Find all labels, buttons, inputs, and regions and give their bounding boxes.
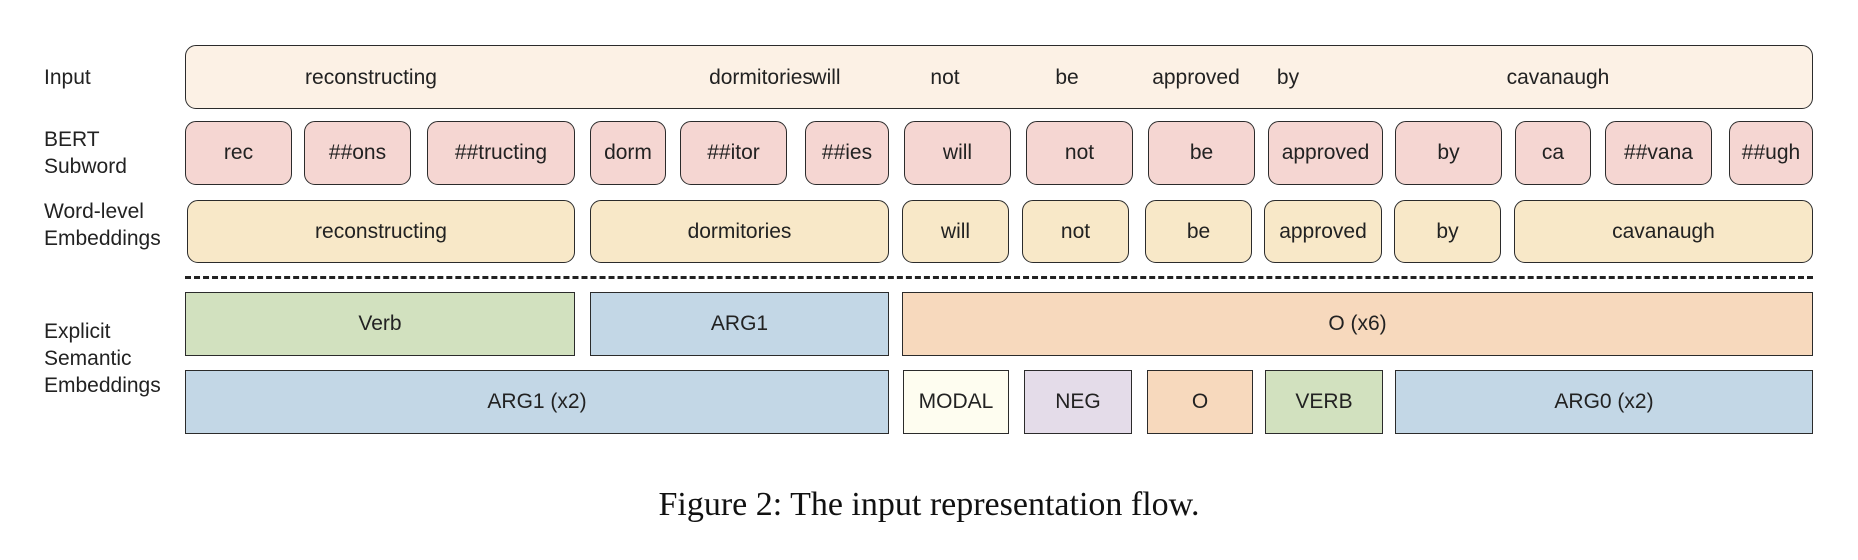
input-token: be <box>1055 66 1079 89</box>
input-token: by <box>1276 66 1300 89</box>
label-word-line2: Embeddings <box>44 227 161 250</box>
label-input: Input <box>44 66 91 89</box>
word-box: dormitories <box>590 200 889 263</box>
input-token: reconstructing <box>305 66 437 89</box>
word-box: by <box>1394 200 1501 263</box>
label-word-line1: Word-level <box>44 200 144 223</box>
input-token: will <box>811 66 841 89</box>
input-token: cavanaugh <box>1506 66 1610 89</box>
subword-box: will <box>904 121 1011 185</box>
semantic-neg: NEG <box>1024 370 1132 434</box>
semantic-arg0-x2: ARG0 (x2) <box>1395 370 1813 434</box>
figure-caption: Figure 2: The input representation flow. <box>658 486 1200 523</box>
label-explicit-line3: Embeddings <box>44 374 161 397</box>
subword-box: dorm <box>590 121 666 185</box>
label-explicit-line2: Semantic <box>44 347 132 370</box>
subword-box: ##ugh <box>1729 121 1813 185</box>
label-bert-subword: BERT Subword <box>44 126 127 180</box>
subword-box: ##ies <box>805 121 889 185</box>
semantic-o-x6: O (x6) <box>902 292 1813 356</box>
label-explicit-semantic: Explicit Semantic Embeddings <box>44 318 161 399</box>
label-bert-line1: BERT <box>44 128 100 151</box>
word-box: cavanaugh <box>1514 200 1813 263</box>
word-box: not <box>1022 200 1129 263</box>
dashed-divider <box>185 276 1813 279</box>
subword-box: ca <box>1515 121 1591 185</box>
subword-box: by <box>1395 121 1502 185</box>
label-word-level: Word-level Embeddings <box>44 198 161 252</box>
input-token: not <box>930 66 960 89</box>
subword-box: ##ons <box>304 121 411 185</box>
word-box: approved <box>1264 200 1382 263</box>
word-box: be <box>1145 200 1252 263</box>
subword-box: ##itor <box>680 121 787 185</box>
word-box: will <box>902 200 1009 263</box>
semantic-verb-upper: VERB <box>1265 370 1383 434</box>
subword-box: ##vana <box>1605 121 1712 185</box>
word-box: reconstructing <box>187 200 575 263</box>
semantic-o: O <box>1147 370 1253 434</box>
subword-box: ##tructing <box>427 121 575 185</box>
semantic-verb: Verb <box>185 292 575 356</box>
semantic-arg1: ARG1 <box>590 292 889 356</box>
subword-box: rec <box>185 121 292 185</box>
semantic-modal: MODAL <box>903 370 1009 434</box>
input-token: dormitories <box>709 66 813 89</box>
label-bert-line2: Subword <box>44 155 127 178</box>
label-explicit-line1: Explicit <box>44 320 111 343</box>
input-token: approved <box>1152 66 1240 89</box>
subword-box: approved <box>1268 121 1383 185</box>
subword-box: not <box>1026 121 1133 185</box>
semantic-arg1-x2: ARG1 (x2) <box>185 370 889 434</box>
input-row: reconstructing dormitories will not be a… <box>185 45 1813 109</box>
subword-box: be <box>1148 121 1255 185</box>
